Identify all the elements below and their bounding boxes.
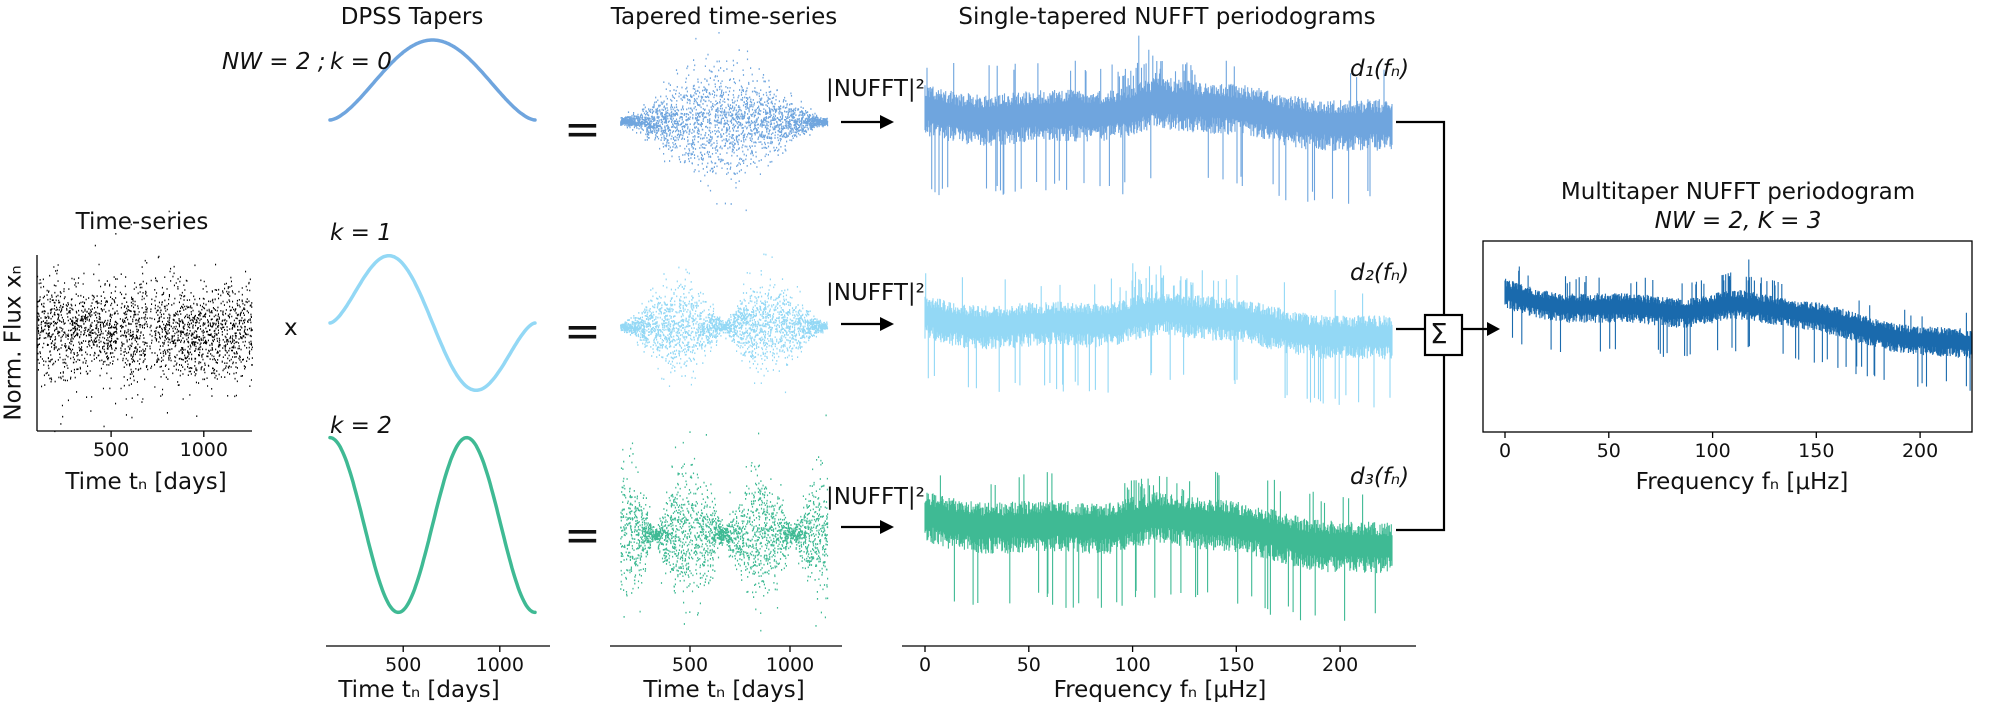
arrowhead-1 bbox=[880, 115, 894, 129]
multitaper-tick-label-0: 0 bbox=[1499, 440, 1511, 462]
tapered-series-plot bbox=[620, 31, 829, 632]
taper-curve-k=2 bbox=[328, 435, 537, 615]
tapers-tick-label-1000: 1000 bbox=[476, 654, 524, 676]
axes-spines bbox=[36, 240, 1973, 647]
raw-ylabel: Norm. Flux xₙ bbox=[0, 265, 27, 421]
multitaper-axes-box bbox=[1482, 240, 1973, 433]
header-multitaper: Multitaper NUFFT periodogram bbox=[1560, 179, 1916, 205]
nufft-label-1: |NUFFT|² bbox=[826, 76, 925, 102]
equals-sign-2: = bbox=[564, 306, 601, 357]
d1-label: d₁(fₙ) bbox=[1350, 56, 1410, 82]
multitaper-periodogram-plot bbox=[1504, 259, 1973, 391]
equals-sign-1: = bbox=[564, 104, 601, 155]
arrows bbox=[841, 120, 1488, 532]
tapered-points-k2 bbox=[620, 414, 829, 632]
equals-sign-3: = bbox=[564, 510, 601, 561]
arrowhead-4 bbox=[1487, 322, 1500, 336]
header-timeseries: Time-series bbox=[75, 209, 209, 235]
header-tapered: Tapered time-series bbox=[610, 4, 838, 30]
periodogram-d3 bbox=[924, 471, 1393, 621]
header-multitaper-sub: NW = 2, K = 3 bbox=[1654, 208, 1822, 234]
tapered-points-k1 bbox=[620, 253, 829, 394]
periodogram-d1 bbox=[924, 35, 1393, 204]
periodogram-d2 bbox=[924, 263, 1393, 408]
header-single: Single-tapered NUFFT periodograms bbox=[958, 4, 1376, 30]
single-tick-label-150: 150 bbox=[1218, 654, 1254, 676]
arrowhead-3 bbox=[880, 520, 894, 534]
multitaper-spectrum bbox=[1504, 259, 1973, 391]
tapers-xlabel: Time tₙ [days] bbox=[338, 677, 500, 703]
connector-top bbox=[1396, 120, 1446, 315]
dpss-tapers-plot bbox=[328, 38, 537, 615]
multitaper-tick-label-50: 50 bbox=[1597, 440, 1621, 462]
tapered-points-k0 bbox=[620, 31, 829, 212]
tapered-xlabel: Time tₙ [days] bbox=[643, 677, 805, 703]
arrowheads bbox=[880, 115, 1500, 534]
multitaper-tick-label-150: 150 bbox=[1798, 440, 1834, 462]
raw-tick-label-1000: 1000 bbox=[180, 439, 228, 461]
multitaper-tick-label-100: 100 bbox=[1694, 440, 1730, 462]
tick-marks bbox=[110, 431, 1921, 652]
nufft-label-3: |NUFFT|² bbox=[826, 484, 925, 510]
taper-curve-k=1 bbox=[328, 253, 537, 393]
sum-box bbox=[1423, 313, 1464, 357]
d2-label: d₂(fₙ) bbox=[1350, 260, 1410, 286]
k1-label: k = 1 bbox=[330, 220, 392, 246]
nufft-label-2: |NUFFT|² bbox=[826, 280, 925, 306]
single-xlabel: Frequency fₙ [μHz] bbox=[1053, 677, 1267, 703]
k2-label: k = 2 bbox=[330, 413, 392, 439]
tick-labels: 500 1000 500 1000 500 1000 0 50 100 150 200 0 50 100 1… bbox=[93, 439, 1938, 676]
multitaper-tick-label-200: 200 bbox=[1902, 440, 1938, 462]
d3-label: d₃(fₙ) bbox=[1350, 464, 1410, 490]
raw-time-series-plot bbox=[37, 210, 253, 433]
header-tapers: DPSS Tapers bbox=[340, 4, 484, 30]
arrowhead-2 bbox=[880, 317, 894, 331]
connector-bottom bbox=[1396, 355, 1446, 532]
taper-curve-k=0 bbox=[328, 38, 537, 122]
raw-flux-points bbox=[37, 210, 253, 433]
raw-tick-label-500: 500 bbox=[93, 439, 129, 461]
single-tick-label-50: 50 bbox=[1017, 654, 1041, 676]
single-tick-label-200: 200 bbox=[1322, 654, 1358, 676]
multitaper-xlabel: Frequency fₙ [μHz] bbox=[1635, 469, 1849, 495]
tapered-tick-label-1000: 1000 bbox=[766, 654, 814, 676]
tapered-tick-label-500: 500 bbox=[672, 654, 708, 676]
multiply-sign: x bbox=[284, 315, 298, 341]
single-tick-label-0: 0 bbox=[919, 654, 931, 676]
single-tick-label-100: 100 bbox=[1114, 654, 1150, 676]
nw-label: NW = 2 ; bbox=[222, 49, 326, 75]
tapers-tick-label-500: 500 bbox=[385, 654, 421, 676]
raw-xlabel: Time tₙ [days] bbox=[65, 469, 227, 495]
sum-symbol: Σ bbox=[1430, 317, 1448, 350]
single-periodograms-plot bbox=[924, 35, 1393, 621]
k0-label: k = 0 bbox=[330, 49, 392, 75]
